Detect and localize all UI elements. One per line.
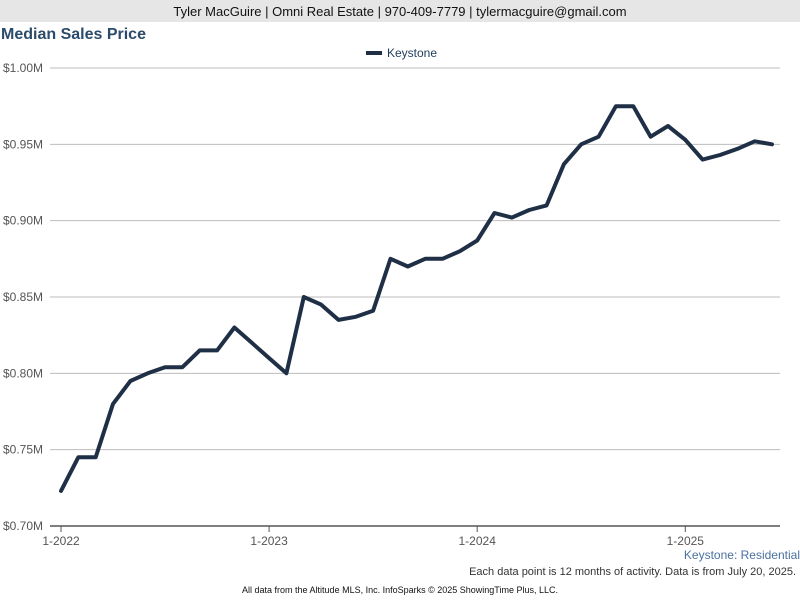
y-tick-label: $0.80M [3,366,43,380]
data-point [321,304,322,305]
series-line-keystone [59,104,774,493]
y-tick-label: $0.95M [3,137,43,151]
data-point [199,350,200,351]
data-point [546,205,547,206]
data-point [494,213,495,214]
legend-label: Keystone [387,46,438,60]
data-point [61,490,62,491]
x-tick-label: 1-2023 [250,534,288,548]
y-tick-label: $0.75M [3,443,43,457]
data-point [147,373,148,374]
data-point [615,106,616,107]
data-point [477,240,478,241]
chart-legend: Keystone [366,46,437,60]
data-point [719,155,720,156]
data-point [234,327,235,328]
data-point [130,380,131,381]
data-point [529,209,530,210]
chart-title: Median Sales Price [1,26,146,43]
data-credit: All data from the Altitude MLS, Inc. Inf… [242,585,558,595]
data-point [95,457,96,458]
data-point [702,159,703,160]
data-point [286,373,287,374]
data-point [113,403,114,404]
series-label: Keystone: Residential [683,548,800,562]
contact-info: Tyler MacGuire | Omni Real Estate | 970-… [173,3,627,19]
y-tick-label: $1.00M [3,61,43,75]
data-point [633,106,634,107]
data-point [459,251,460,252]
data-point [511,217,512,218]
x-tick-label: 1-2024 [459,534,497,548]
data-point [425,258,426,259]
y-tick-label: $0.70M [3,519,43,533]
data-point [650,136,651,137]
data-point [581,144,582,145]
data-point [390,258,391,259]
y-tick-label: $0.85M [3,290,43,304]
data-point [598,136,599,137]
data-point [78,457,79,458]
data-point [165,367,166,368]
data-point [338,319,339,320]
data-point [667,126,668,127]
data-point [407,266,408,267]
data-point [269,358,270,359]
data-point [251,342,252,343]
data-point [217,350,218,351]
data-point [182,367,183,368]
data-point [737,148,738,149]
data-point [442,258,443,259]
y-tick-label: $0.90M [3,214,43,228]
x-tick-label: 1-2025 [667,534,705,548]
data-point [355,316,356,317]
data-point [373,310,374,311]
data-point [754,141,755,142]
contact-header: Tyler MacGuire | Omni Real Estate | 970-… [0,0,800,22]
x-tick-label: 1-2022 [42,534,80,548]
data-point [772,144,773,145]
data-point [303,297,304,298]
data-point [563,164,564,165]
data-note: Each data point is 12 months of activity… [469,566,796,578]
legend-swatch [366,51,382,55]
data-point [685,139,686,140]
